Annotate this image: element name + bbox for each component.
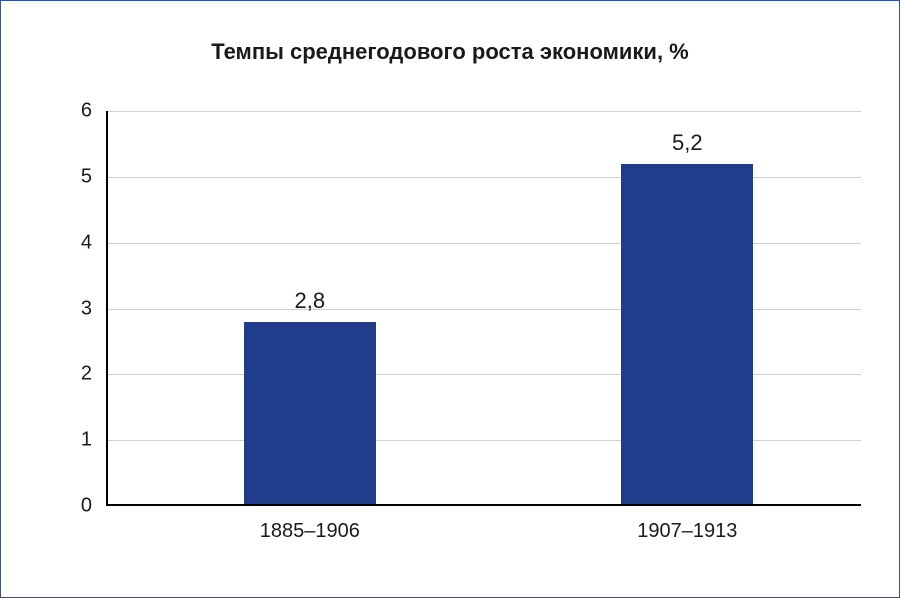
- y-tick-label: 3: [81, 297, 92, 320]
- bar: [621, 164, 753, 506]
- bar-value-label: 5,2: [672, 130, 703, 156]
- bar-value-label: 2,8: [295, 288, 326, 314]
- y-tick-label: 2: [81, 363, 92, 386]
- chart-title: Темпы среднегодового роста экономики, %: [1, 39, 899, 65]
- y-tick-label: 5: [81, 165, 92, 188]
- y-tick-label: 4: [81, 231, 92, 254]
- y-axis-line: [106, 111, 108, 506]
- bar: [244, 322, 376, 506]
- gridline: [106, 111, 861, 112]
- y-tick-label: 6: [81, 100, 92, 123]
- x-tick-label: 1907–1913: [637, 520, 737, 543]
- y-tick-label: 1: [81, 429, 92, 452]
- plot-area: 01234562,81885–19065,21907–1913: [106, 111, 861, 506]
- x-tick-label: 1885–1906: [260, 520, 360, 543]
- x-axis-line: [106, 504, 861, 506]
- chart-frame: Темпы среднегодового роста экономики, % …: [0, 0, 900, 598]
- y-tick-label: 0: [81, 495, 92, 518]
